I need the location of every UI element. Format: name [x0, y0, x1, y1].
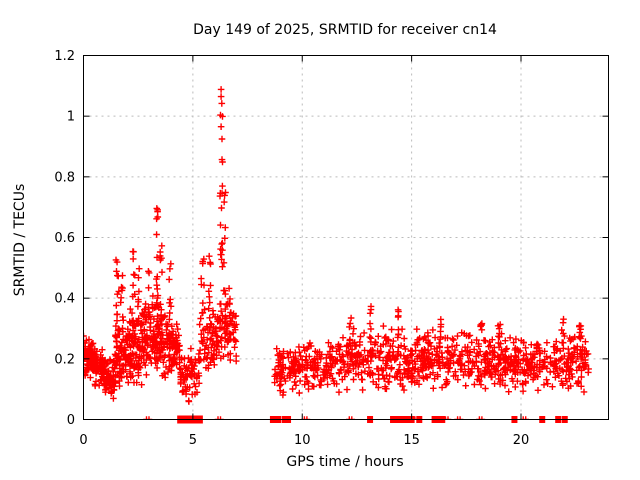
- x-tick-label: 10: [294, 433, 311, 448]
- y-tick-label: 0.6: [54, 231, 75, 246]
- y-tick-label: 0.2: [54, 352, 75, 367]
- tick-labels: 0 5 10 15 20 0 0.2 0.4 0.6 0.8 1 1.2: [54, 49, 529, 448]
- y-tick-label: 0.8: [54, 170, 75, 185]
- y-tick-label: 0.4: [54, 292, 75, 307]
- scatter-points: [83, 86, 592, 420]
- x-tick-label: 20: [513, 433, 530, 448]
- chart-title: Day 149 of 2025, SRMTID for receiver cn1…: [193, 22, 497, 38]
- x-tick-label: 15: [403, 433, 420, 448]
- x-tick-label: 5: [189, 433, 197, 448]
- x-axis-label: GPS time / hours: [286, 454, 403, 470]
- y-tick-label: 1: [67, 110, 75, 125]
- x-tick-label: 0: [79, 433, 87, 448]
- y-tick-label: 0: [67, 413, 75, 428]
- gridlines: [83, 55, 609, 420]
- plot-frame: [83, 55, 609, 420]
- y-tick-label: 1.2: [54, 49, 75, 64]
- y-axis-label: SRMTID / TECUs: [12, 184, 28, 297]
